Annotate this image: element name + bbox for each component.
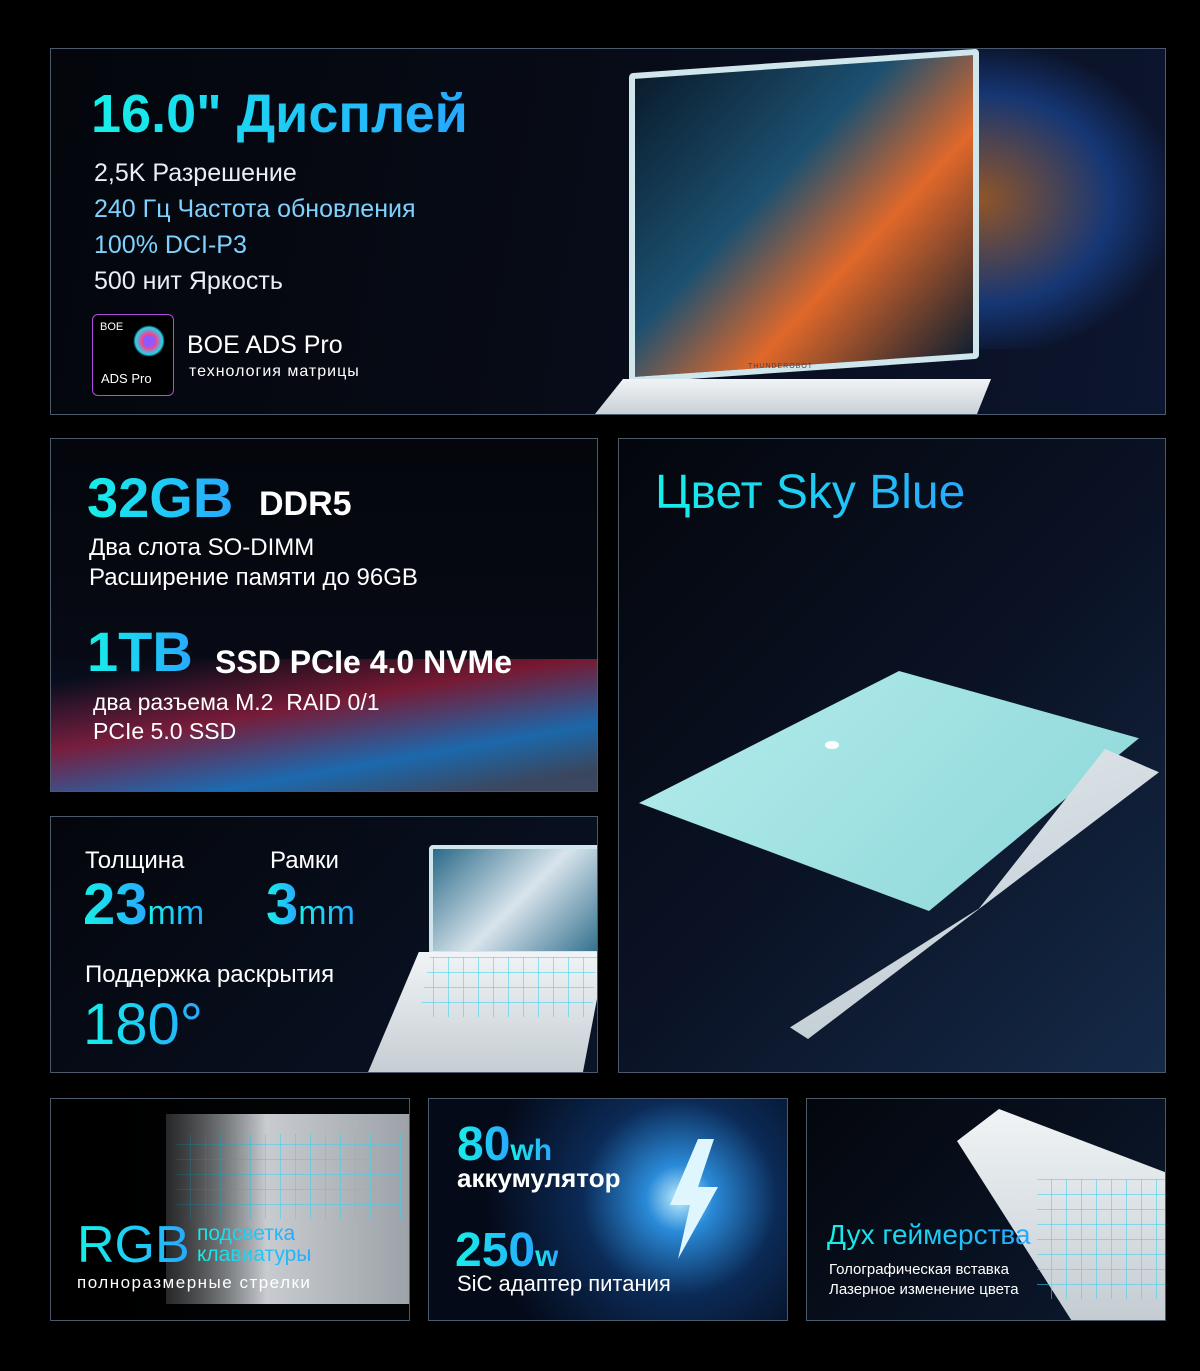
ssd-detail: два разъема M.2 RAID 0/1 [93,689,380,715]
bezel-number: 3 [266,872,299,937]
bezel-value: 3mm [266,871,355,938]
hinge-label: Поддержка раскрытия [85,961,335,988]
ads-pro-label: ADS Pro [101,371,152,386]
lightning-bolt-icon [670,1139,718,1259]
bezel-label: Рамки [270,847,339,874]
laptop-keyboard-base [591,379,991,414]
rgb-label: RGB [77,1216,190,1274]
laptop-display-image [629,49,979,384]
display-spec: 2,5K Разрешение [94,159,297,187]
thickness-unit: mm [147,894,205,932]
display-spec: 500 нит Яркость [94,267,283,295]
thickness-value: 23mm [83,871,204,938]
memory-panel: 32GB DDR5 Два слота SO-DIMM Расширение п… [50,438,598,792]
keyboard-subtitle: полноразмерные стрелки [77,1273,312,1292]
dot-matrix-icon [133,325,165,357]
gaming-panel: Дух геймерства Голографическая вставка Л… [806,1098,1166,1321]
battery-label: аккумулятор [457,1163,621,1193]
tech-subtitle: технология матрицы [189,363,360,380]
backlit-keys [1037,1179,1165,1299]
thickness-panel: Толщина 23mm Рамки 3mm Поддержка раскрыт… [50,816,598,1073]
ram-size: 32GB [87,466,234,529]
adapter-unit: w [535,1240,559,1273]
display-title: 16.0" Дисплей [91,84,468,144]
thunderobot-logo-icon [825,741,839,749]
light-trail-effect [51,659,597,791]
gaming-title: Дух геймерства [827,1219,1031,1250]
display-panel: 16.0" Дисплей 2,5K Разрешение 240 Гц Час… [50,48,1166,415]
boe-ads-pro-logo: BOE ADS Pro [92,314,174,396]
gaming-detail: Лазерное изменение цвета [829,1281,1019,1298]
battery-panel: 80wh аккумулятор 250w SiC адаптер питани… [428,1098,788,1321]
thickness-label: Толщина [85,847,185,874]
display-spec: 240 Гц Частота обновления [94,195,416,223]
battery-capacity: 80wh [457,1117,552,1172]
boe-brand: BOE [100,321,124,333]
ram-type: DDR5 [259,485,352,523]
adapter-number: 250 [455,1224,536,1277]
backlit-keys [419,957,597,1017]
backlight-label: подсветка [197,1222,296,1245]
display-spec: 100% DCI-P3 [94,231,247,259]
tech-title: BOE ADS Pro [187,331,343,359]
adapter-power: 250w [455,1223,558,1278]
ram-detail: Два слота SO-DIMM [89,534,315,561]
dark-gradient-overlay [51,1099,409,1320]
ssd-detail: PCIe 5.0 SSD [93,718,237,744]
ssd-type: SSD PCIe 4.0 NVMe [215,644,512,680]
laptop-screen-image [429,845,597,955]
ssd-size: 1TB [87,620,193,683]
ram-detail: Расширение памяти до 96GB [89,564,418,591]
laptop-brand: THUNDEROBOT [748,363,814,370]
hinge-value: 180° [83,992,203,1057]
color-title: Цвет Sky Blue [655,466,966,519]
color-panel: Цвет Sky Blue [618,438,1166,1073]
gaming-detail: Голографическая вставка [829,1261,1009,1278]
laptop-lid-sky-blue [639,671,1139,911]
battery-number: 80 [457,1118,511,1171]
keyboard-label: клавиатуры [197,1243,312,1266]
keyboard-panel: RGB подсветка клавиатуры полноразмерные … [50,1098,410,1321]
adapter-label: SiC адаптер питания [457,1271,671,1296]
battery-unit: wh [510,1134,553,1167]
bezel-unit: mm [298,894,355,932]
thickness-number: 23 [83,872,148,937]
